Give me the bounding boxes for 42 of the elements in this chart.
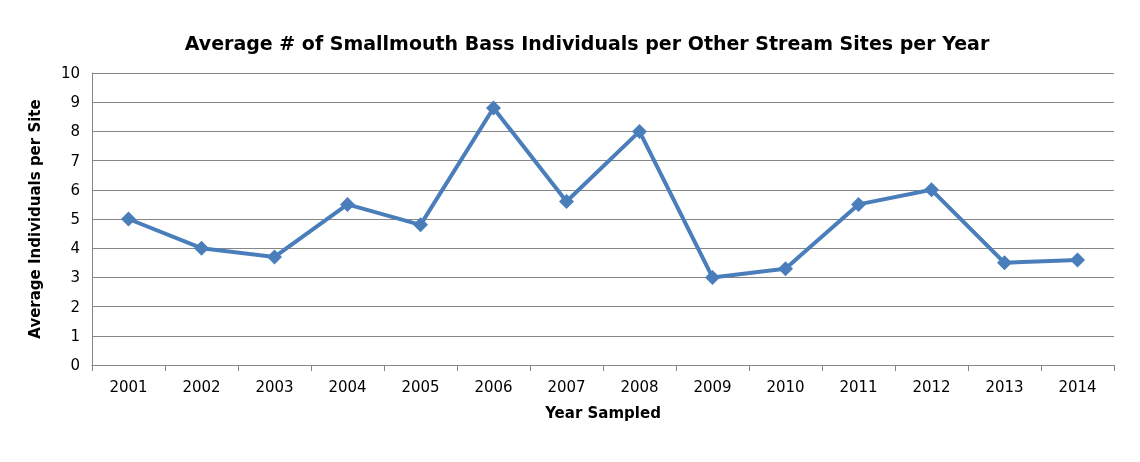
point [924, 182, 939, 198]
point [705, 269, 720, 285]
point [851, 196, 866, 212]
y-tick-label: 6 [70, 180, 80, 199]
y-tick-label: 10 [60, 64, 80, 82]
x-tick-label: 2009 [693, 377, 732, 396]
y-tick-label: 0 [70, 356, 80, 374]
x-axis-title: Year Sampled [544, 403, 661, 422]
point [559, 193, 574, 209]
point [486, 100, 501, 116]
x-tick-label: 2004 [328, 377, 367, 396]
x-tick-label: 2013 [985, 377, 1024, 396]
y-tick-label: 9 [70, 93, 80, 112]
y-tick-label: 5 [70, 210, 80, 228]
y-tick-label: 4 [70, 239, 80, 258]
x-tick-label: 2007 [547, 377, 586, 396]
x-tick-label: 2001 [109, 377, 148, 396]
point [121, 211, 136, 227]
x-tick-label: 2008 [620, 377, 659, 396]
point [340, 196, 355, 212]
x-tick-label: 2011 [839, 377, 878, 396]
point [778, 261, 793, 277]
y-axis-title: Average Individuals per Site [25, 99, 44, 339]
y-tick-label: 3 [70, 268, 80, 287]
x-tick-label: 2006 [474, 377, 513, 396]
point [267, 249, 282, 265]
y-tick-label: 1 [70, 326, 80, 345]
y-tick-label: 7 [70, 151, 80, 170]
x-tick-label: 2014 [1058, 377, 1097, 396]
chart-title: Average # of Smallmouth Bass Individuals per Other Stream Sites per Year [184, 31, 990, 54]
x-tick-label: 2012 [912, 377, 951, 396]
x-tick-label: 2003 [255, 377, 294, 396]
y-tick-label: 2 [70, 297, 80, 316]
point [1070, 252, 1085, 268]
x-tick-label: 2010 [766, 377, 805, 396]
point [413, 217, 428, 233]
x-tick-label: 2005 [401, 377, 440, 396]
point [997, 255, 1012, 271]
y-tick-label: 8 [70, 122, 80, 141]
point [194, 240, 209, 256]
x-tick-label: 2002 [182, 377, 221, 396]
point [632, 123, 647, 139]
